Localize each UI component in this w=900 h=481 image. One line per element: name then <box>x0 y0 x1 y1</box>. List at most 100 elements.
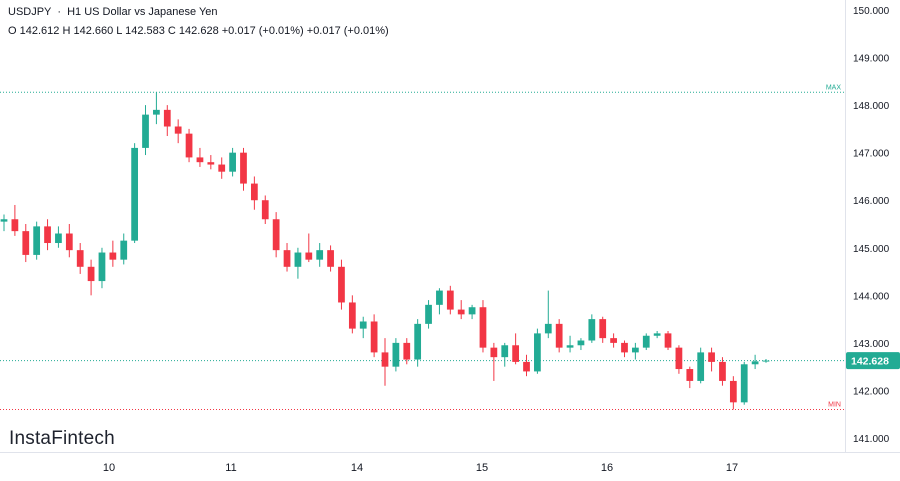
candle-body <box>348 302 356 329</box>
candle-body <box>261 200 269 220</box>
candle <box>642 333 650 351</box>
candle <box>403 338 411 365</box>
open-value: 142.612 <box>19 25 60 37</box>
candle <box>468 304 476 320</box>
candle <box>479 300 487 353</box>
candle <box>272 212 280 258</box>
candle-body <box>163 109 171 127</box>
candle <box>76 243 84 274</box>
candle-body <box>631 347 639 353</box>
open-label: O <box>8 25 17 37</box>
candle <box>65 224 73 258</box>
candle-body <box>131 147 139 241</box>
candle <box>446 285 454 315</box>
candle <box>610 333 617 348</box>
candle <box>664 331 672 351</box>
candle <box>250 176 258 210</box>
candle-body <box>55 233 62 244</box>
candle-body <box>381 352 389 367</box>
candle-body <box>153 109 160 115</box>
candle <box>185 128 193 163</box>
low-label: L <box>116 25 123 37</box>
y-tick-label: 148.000 <box>853 101 890 112</box>
candle <box>207 155 215 170</box>
max-level-label: MAX <box>826 84 842 91</box>
candle-body <box>283 250 291 267</box>
candle <box>240 147 247 191</box>
candle <box>283 243 291 272</box>
candle <box>501 342 509 367</box>
candle <box>218 157 226 179</box>
candle <box>87 259 95 296</box>
candle-body <box>751 361 759 365</box>
candle <box>174 119 182 144</box>
candle <box>544 290 552 339</box>
candle <box>0 214 8 232</box>
candle <box>566 335 574 353</box>
candle-body <box>588 319 596 341</box>
time-axis[interactable]: 10 11 14 15 16 17 <box>103 462 738 474</box>
candle-body <box>65 233 73 251</box>
candle-body <box>577 340 585 346</box>
candle <box>621 340 628 358</box>
candle-body <box>729 380 737 403</box>
candle <box>11 204 19 236</box>
x-tick-label: 17 <box>726 462 738 474</box>
candle-body <box>490 347 498 358</box>
candle-body <box>675 347 683 370</box>
candle-body <box>11 219 19 232</box>
candle <box>98 247 106 289</box>
candle-body <box>22 231 30 255</box>
candle-body <box>218 164 226 172</box>
candle <box>599 316 607 343</box>
y-tick-label: 143.000 <box>853 339 890 350</box>
candle-body <box>207 162 215 165</box>
close-label: C <box>167 25 176 37</box>
candle <box>294 247 302 279</box>
low-value: 142.583 <box>125 25 165 37</box>
candle <box>523 354 530 377</box>
candle <box>555 319 563 353</box>
candle-body <box>185 133 193 158</box>
candle-body <box>196 157 204 163</box>
candle-body <box>338 266 345 303</box>
candle-body <box>697 352 705 381</box>
candle-body <box>642 335 650 348</box>
candle <box>457 300 465 320</box>
candle-body <box>142 114 149 148</box>
candle-body <box>479 307 487 348</box>
candle <box>414 319 422 367</box>
candle-body <box>305 252 313 260</box>
candle-body <box>392 342 400 367</box>
candle-body <box>33 226 41 255</box>
candle-body <box>250 183 258 201</box>
candle <box>370 314 378 358</box>
candle <box>425 300 432 329</box>
symbol-label[interactable]: USDJPY <box>8 6 52 18</box>
candle-body <box>370 321 378 353</box>
candle <box>686 366 694 389</box>
candle <box>305 233 313 263</box>
candle-body <box>740 364 748 403</box>
candle-body <box>76 250 84 267</box>
candle-body <box>120 240 128 260</box>
candle <box>131 143 139 244</box>
candle-body <box>566 345 574 348</box>
candle <box>653 331 661 339</box>
candle <box>196 147 204 167</box>
y-tick-label: 150.000 <box>853 6 890 17</box>
candle-body <box>327 250 334 267</box>
price-axis[interactable]: 141.000 142.000 143.000 144.000 145.000 146.0… <box>853 6 890 445</box>
candle <box>142 105 149 156</box>
level-layer: MAX MIN <box>0 84 845 410</box>
candle <box>762 359 770 363</box>
candle-body <box>109 252 117 260</box>
x-tick-label: 16 <box>601 462 613 474</box>
symbol-description: H1 US Dollar vs Japanese Yen <box>67 6 218 18</box>
y-tick-label: 149.000 <box>853 54 890 65</box>
candle-body <box>294 252 302 267</box>
candle <box>436 288 443 315</box>
candle <box>631 342 639 360</box>
